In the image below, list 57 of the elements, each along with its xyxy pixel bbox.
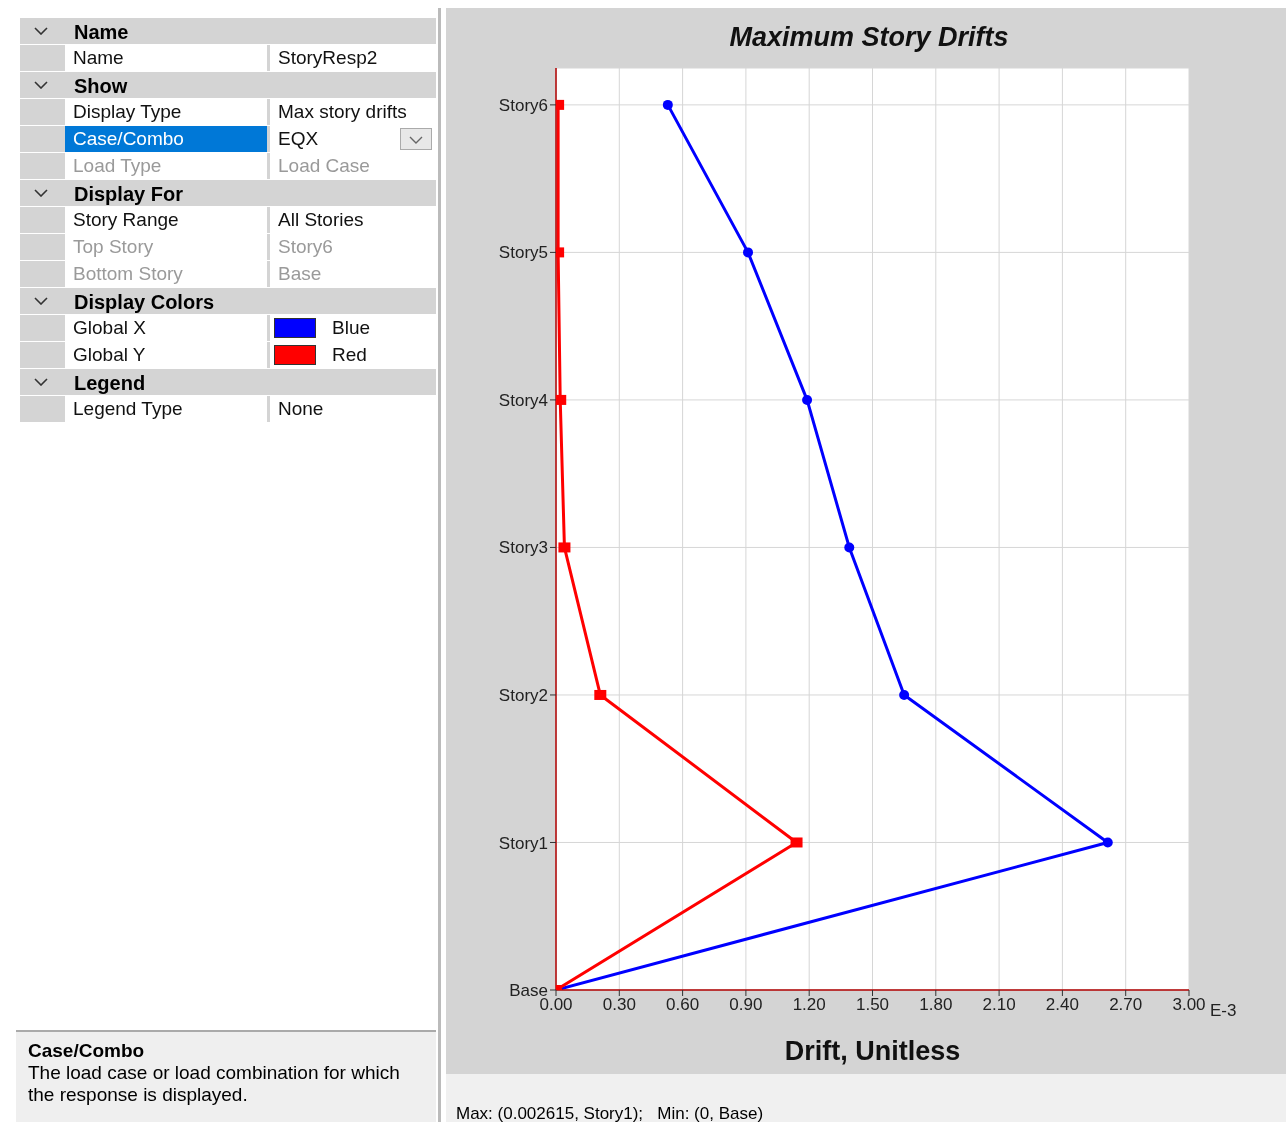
text: Display For [74,183,183,206]
text: Case/Combo [28,1040,146,1062]
text: Max: (0.002615, Story1); Min: (0, Base) [456,1104,764,1122]
x-tick-label: 1.50 [855,995,890,1015]
text: Show [74,75,128,98]
text: Red [332,343,367,367]
text: Load Type [65,153,267,179]
text: Bottom Story [65,261,267,287]
text: Base [278,262,322,286]
text: Name [65,45,267,71]
text: Top Story [65,234,267,260]
point [558,542,571,553]
x-tick-label: 1.20 [792,995,826,1015]
text: Display Type [65,99,267,125]
text: Blue [332,316,371,340]
x-tick-label: 2.70 [1109,995,1143,1015]
x-tick-label: 2.10 [982,995,1016,1015]
x-tick-label: 0.30 [602,995,636,1015]
chart-title: Maximum Story Drifts [728,22,1010,53]
y-tick-label: Story2 [498,685,548,705]
text: E-3 [1210,1001,1237,1021]
text: Global Y [65,342,267,368]
y-tick-label: Story6 [498,95,548,115]
y-tick-label: Story1 [498,833,548,853]
text: Legend [74,372,146,395]
text: Max story drifts [278,100,407,124]
point [1102,837,1113,848]
text: StoryResp2 [278,46,378,70]
point [899,689,910,700]
text: Name [74,21,129,44]
y-tick-label: Story5 [498,243,548,263]
y-tick-label: Story3 [498,538,548,558]
point [844,542,855,553]
text: Case/Combo [65,126,267,152]
text: EQX [278,127,319,151]
text: Story6 [278,235,333,259]
point [802,394,813,405]
point [790,837,803,848]
point [743,247,754,258]
text: Display Colors [74,291,215,314]
text: None [278,397,324,421]
text: Global X [65,315,267,341]
x-tick-label: 0.90 [729,995,763,1015]
text: Story Range [65,207,267,233]
point [594,689,607,700]
point [662,99,673,110]
x-tick-label: 0.60 [666,995,700,1015]
y-tick-label: Story4 [498,390,548,410]
point [556,394,567,405]
text: The load case or load combination for which the response is displayed. [28,1062,401,1106]
x-tick-label: 1.80 [919,995,953,1015]
text: Load Case [278,154,370,178]
text: All Stories [278,208,364,232]
x-axis-title: Drift, Unitless [784,1036,961,1066]
text: Legend Type [65,396,267,422]
x-tick-label: 2.40 [1045,995,1079,1015]
x-tick-label: 3.00 [1172,995,1206,1015]
